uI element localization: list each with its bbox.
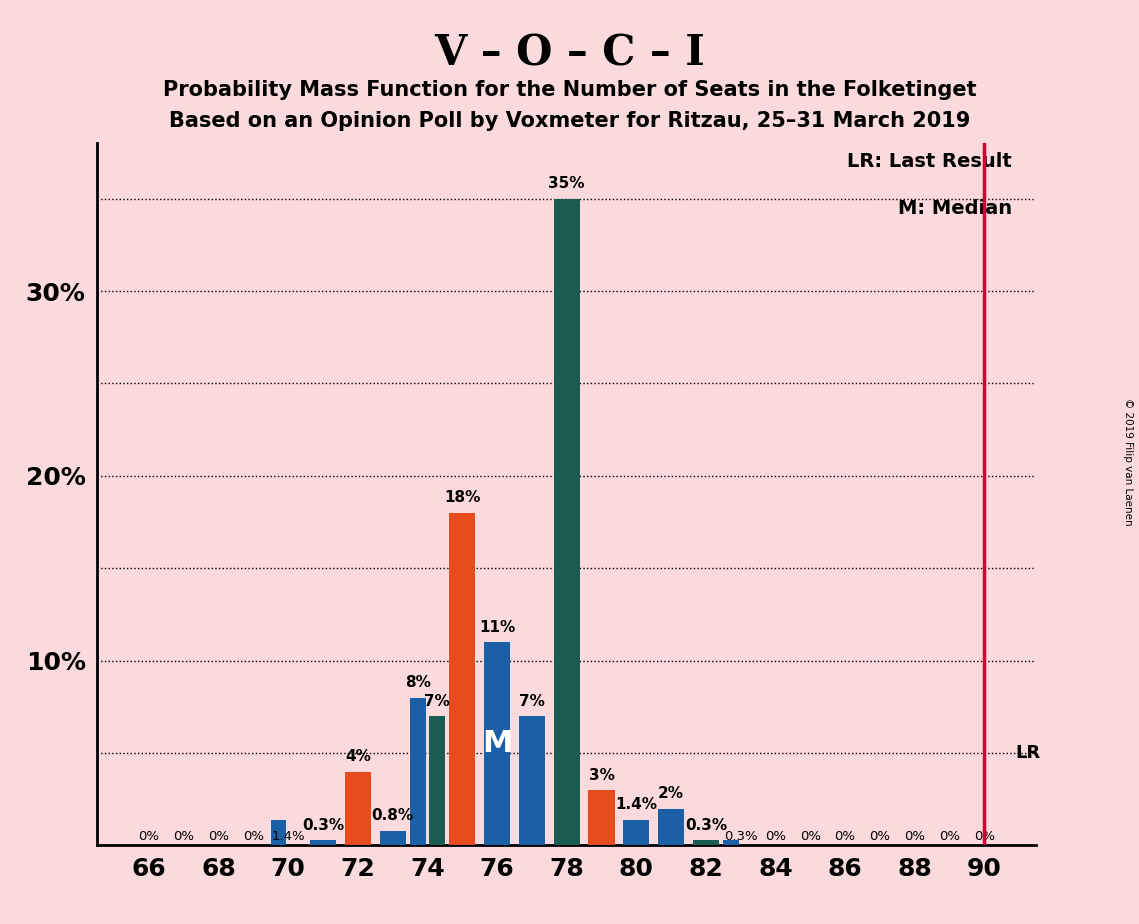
Bar (554, 199, 580, 845)
Text: 0.3%: 0.3% (302, 818, 344, 833)
Text: 0%: 0% (800, 830, 821, 843)
Text: 0%: 0% (974, 830, 994, 843)
Text: 18%: 18% (444, 491, 481, 505)
Text: 0%: 0% (765, 830, 786, 843)
Text: 0.3%: 0.3% (724, 830, 757, 843)
Bar (693, 840, 719, 845)
Bar (623, 820, 649, 845)
Text: M: Median: M: Median (898, 199, 1013, 218)
Text: 0%: 0% (243, 830, 264, 843)
Text: 0%: 0% (139, 830, 159, 843)
Bar (310, 840, 336, 845)
Text: © 2019 Filip van Laenen: © 2019 Filip van Laenen (1123, 398, 1132, 526)
Text: 2%: 2% (658, 786, 685, 801)
Text: 0%: 0% (173, 830, 195, 843)
Text: 0%: 0% (869, 830, 891, 843)
Bar (723, 840, 739, 845)
Text: 0%: 0% (939, 830, 960, 843)
Text: Based on an Opinion Poll by Voxmeter for Ritzau, 25–31 March 2019: Based on an Opinion Poll by Voxmeter for… (169, 111, 970, 131)
Text: V – O – C – I: V – O – C – I (434, 32, 705, 74)
Text: 11%: 11% (478, 620, 515, 635)
Bar (658, 808, 685, 845)
Text: 0%: 0% (904, 830, 925, 843)
Text: 35%: 35% (548, 176, 585, 191)
Text: 1.4%: 1.4% (271, 830, 305, 843)
Text: 0.8%: 0.8% (371, 808, 413, 823)
Bar (589, 790, 615, 845)
Text: M: M (482, 729, 513, 759)
Bar (484, 642, 510, 845)
Text: Probability Mass Function for the Number of Seats in the Folketinget: Probability Mass Function for the Number… (163, 80, 976, 101)
Bar (429, 716, 445, 845)
Text: 4%: 4% (345, 749, 371, 764)
Bar (271, 820, 286, 845)
Bar (345, 772, 371, 845)
Text: 1.4%: 1.4% (615, 797, 657, 812)
Text: 3%: 3% (589, 768, 614, 783)
Text: 0%: 0% (835, 830, 855, 843)
Text: 0.3%: 0.3% (685, 818, 727, 833)
Text: 7%: 7% (424, 694, 450, 709)
Bar (518, 716, 544, 845)
Text: 8%: 8% (404, 675, 431, 690)
Text: LR: Last Result: LR: Last Result (847, 152, 1013, 172)
Bar (379, 831, 405, 845)
Text: 0%: 0% (208, 830, 229, 843)
Text: 7%: 7% (519, 694, 544, 709)
Bar (410, 698, 426, 845)
Bar (449, 513, 475, 845)
Text: LR: LR (1016, 744, 1041, 762)
